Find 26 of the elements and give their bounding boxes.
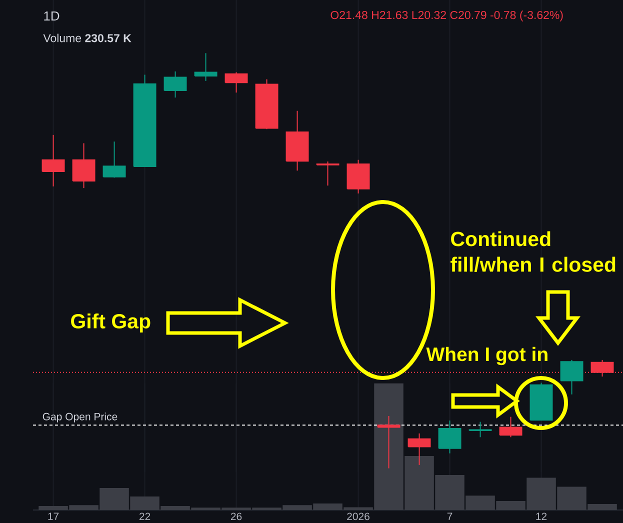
text: O21.48 H21.63 L20.32 C20.79 -0.78 (-3.62%) [330, 10, 563, 22]
x-tick-label: 26 [230, 512, 242, 520]
x-tick-label: 2026 [347, 512, 370, 520]
text: Volume 230.57 K [43, 34, 132, 42]
candlestick [560, 359, 584, 395]
candlestick [72, 142, 96, 189]
x-tick-label: 17 [48, 512, 59, 520]
candlestick [377, 415, 400, 469]
candlestick [408, 432, 431, 466]
candlestick [438, 420, 462, 454]
ref-line-label: Gap Open Price [42, 412, 118, 422]
candlestick [224, 72, 248, 94]
candlestick [468, 421, 492, 438]
candlestick [499, 416, 522, 438]
x-tick-label: 7 [447, 512, 452, 520]
chart-title: 1D [44, 12, 60, 20]
annotation: When I got in [426, 346, 548, 366]
candlestick [316, 160, 340, 186]
annotation: Gift Gap [71, 313, 150, 333]
x-tick-label: 22 [139, 512, 150, 520]
annotation: Continued fill/when I closed [450, 231, 616, 272]
candlestick [42, 134, 65, 187]
candlestick [194, 52, 218, 82]
candlestick [164, 70, 187, 98]
x-tick-label: 12 [536, 512, 547, 520]
candlestick [102, 141, 126, 178]
